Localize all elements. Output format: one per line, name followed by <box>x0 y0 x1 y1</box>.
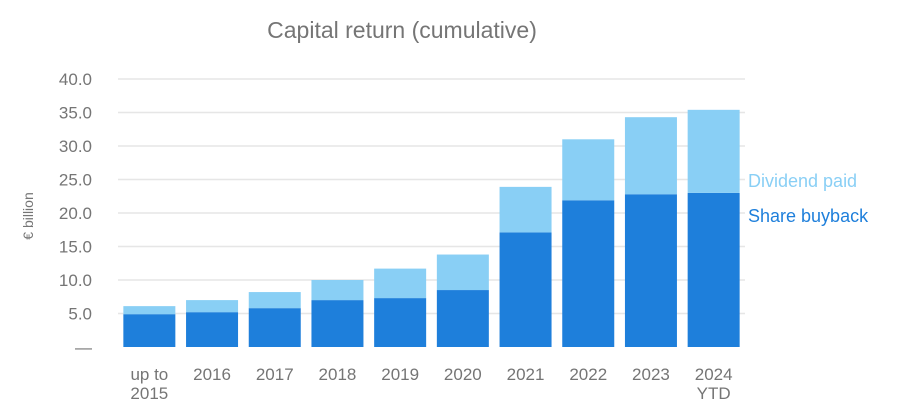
y-axis-ticks: 40.0 35.0 30.0 25.0 20.0 15.0 10.0 5.0 — <box>59 70 92 357</box>
y-tick-label: 40.0 <box>59 70 92 89</box>
bar-dividend-paid <box>624 117 677 195</box>
bar-share-buyback <box>248 308 301 347</box>
bar-dividend-paid <box>248 292 301 309</box>
bar-dividend-paid <box>687 109 740 193</box>
bar-share-buyback <box>374 298 427 347</box>
bar-dividend-paid <box>311 280 364 301</box>
bar-share-buyback <box>311 300 364 347</box>
legend: Dividend paid Share buyback <box>748 171 869 226</box>
bar-share-buyback <box>687 192 740 347</box>
y-tick-label: 20.0 <box>59 204 92 223</box>
y-axis-label: € billion <box>20 192 36 239</box>
legend-entry-share-buyback: Share buyback <box>748 206 869 226</box>
bar-dividend-paid <box>436 254 489 291</box>
x-tick-label: 2016 <box>193 365 231 384</box>
bar-dividend-paid <box>186 300 239 313</box>
chart-title: Capital return (cumulative) <box>267 17 537 43</box>
x-tick-label: 2019 <box>381 365 419 384</box>
bar-dividend-paid <box>499 186 552 233</box>
bar-share-buyback <box>186 312 239 347</box>
y-tick-label: — <box>75 338 92 357</box>
y-tick-label: 15.0 <box>59 238 92 257</box>
bars <box>123 109 740 347</box>
x-tick-label: 2023 <box>632 365 670 384</box>
x-tick-label: 2017 <box>256 365 294 384</box>
bar-share-buyback <box>499 232 552 347</box>
x-tick-label: 2015 <box>130 384 168 403</box>
y-tick-label: 5.0 <box>68 305 92 324</box>
bar-share-buyback <box>624 194 677 347</box>
bar-dividend-paid <box>562 139 615 201</box>
x-tick-label: up to <box>130 365 168 384</box>
y-tick-label: 35.0 <box>59 104 92 123</box>
bar-share-buyback <box>562 200 615 347</box>
x-tick-label: 2018 <box>319 365 357 384</box>
x-tick-label: 2021 <box>507 365 545 384</box>
y-tick-label: 10.0 <box>59 271 92 290</box>
bar-share-buyback <box>123 314 176 347</box>
x-tick-label: YTD <box>697 384 731 403</box>
bar-dividend-paid <box>374 268 427 299</box>
y-tick-label: 25.0 <box>59 171 92 190</box>
gridlines <box>118 78 745 315</box>
x-tick-label: 2022 <box>569 365 607 384</box>
bar-dividend-paid <box>123 306 176 315</box>
x-tick-label: 2020 <box>444 365 482 384</box>
y-tick-label: 30.0 <box>59 137 92 156</box>
x-tick-label: 2024 <box>695 365 733 384</box>
bar-share-buyback <box>436 290 489 347</box>
legend-entry-dividend-paid: Dividend paid <box>748 171 857 191</box>
